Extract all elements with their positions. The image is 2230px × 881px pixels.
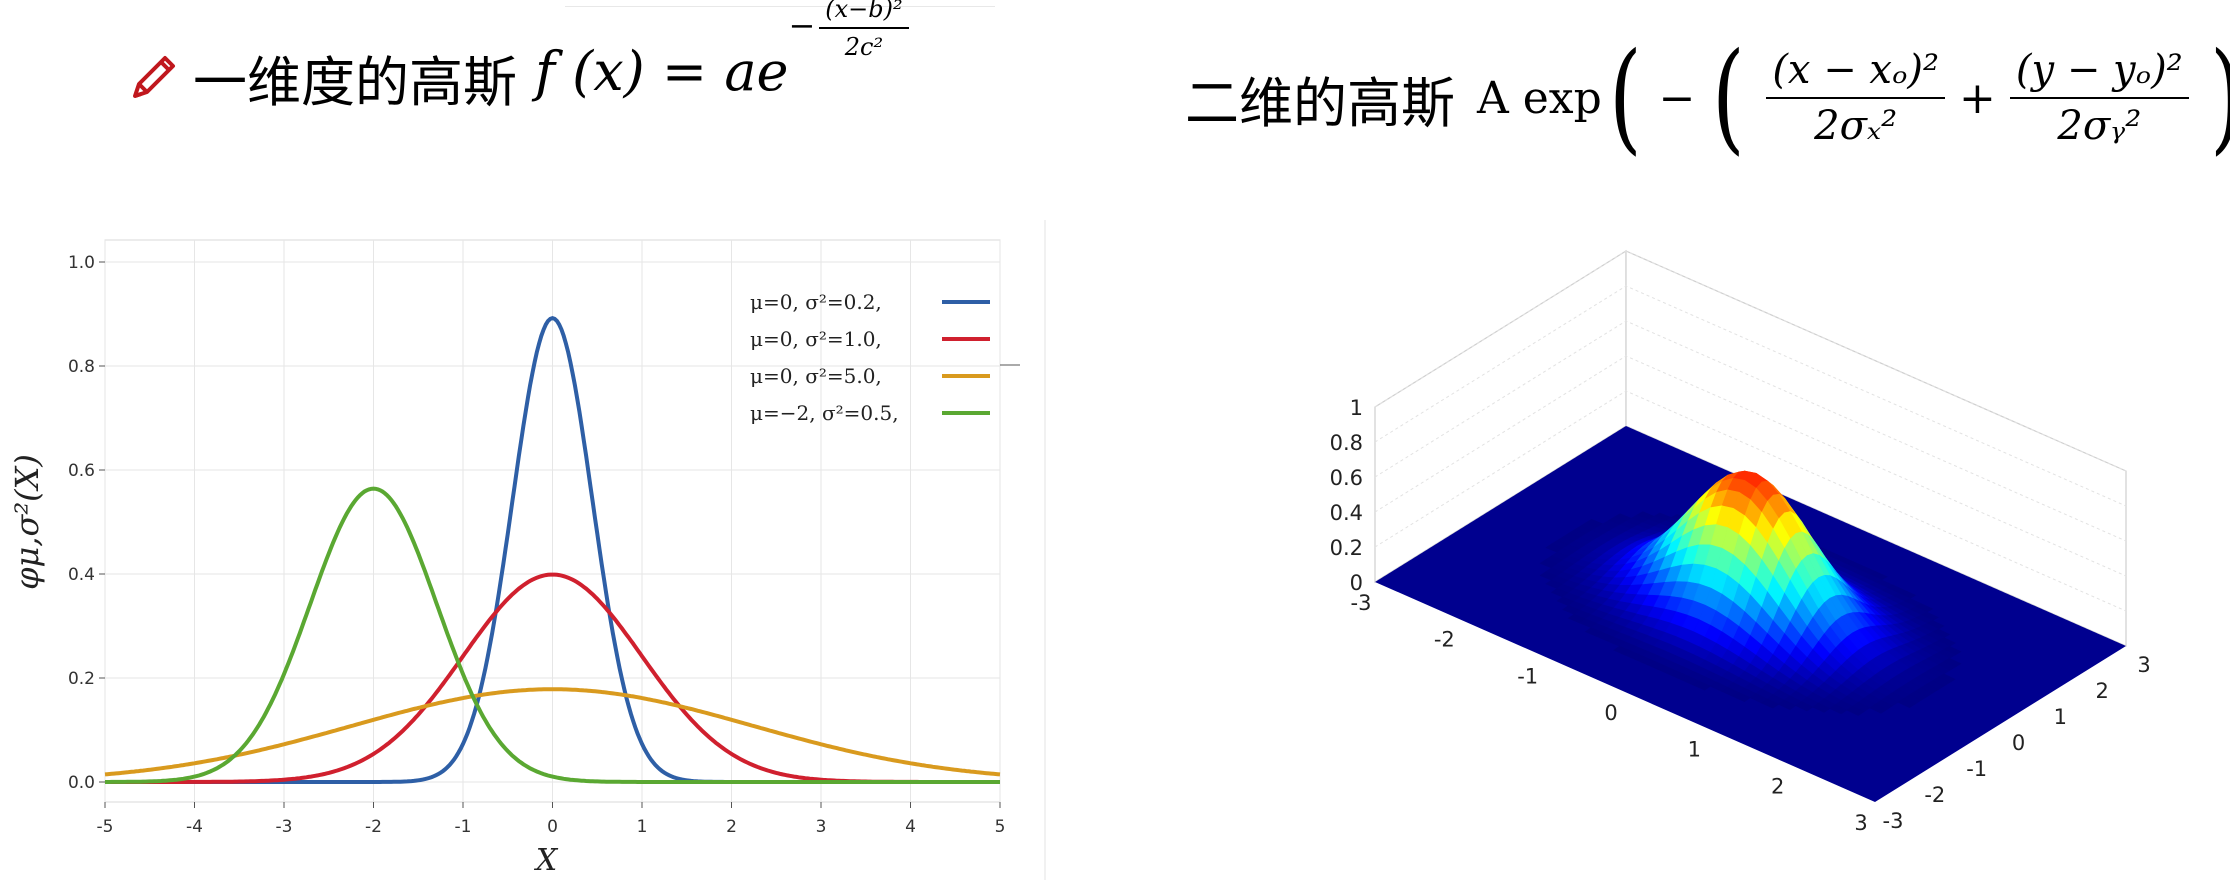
legend-label-1: μ=0, σ²=1.0, [750, 327, 882, 351]
term1-numerator: (x − xₒ)² [1766, 47, 1946, 99]
z-gridline [1374, 250, 2127, 472]
header-2d-gaussian: 二维的高斯 A exp ( − ( (x − xₒ)² 2σₓ² + (y − … [1185, 38, 2230, 158]
header-1d-gaussian: 一维度的高斯 f (x) = ae− (x−b)² 2c² [125, 0, 913, 117]
x-tick-label: 1 [1688, 738, 1701, 762]
y-tick-label: -1 [1966, 757, 1987, 781]
z-tick-label: 0.2 [1330, 536, 1363, 560]
y-tick-label: 0 [2012, 731, 2025, 755]
surface-mesh [1539, 470, 1962, 716]
x-tick-label: -2 [1434, 628, 1455, 652]
title-2d: 二维的高斯 [1185, 71, 1455, 135]
term2-numerator: (y − yₒ)² [2009, 47, 2189, 99]
exponent-fraction: (x−b)² 2c² [819, 0, 909, 61]
header-divider [565, 6, 995, 7]
term1-fraction: (x − xₒ)² 2σₓ² [1766, 47, 1946, 149]
pencil-icon [133, 55, 175, 98]
z-tick-label: 1 [1350, 396, 1363, 420]
y-tick-label: 0.6 [68, 461, 95, 481]
surface-cell [1812, 702, 1831, 713]
z-tick-label: 0.8 [1330, 431, 1363, 455]
z-gridline [1374, 355, 2127, 577]
x-tick-label: 0 [1604, 701, 1617, 725]
open-paren-inner: ( [1712, 28, 1746, 167]
x-tick-label: 5 [995, 817, 1006, 837]
formula-1d-exponent: − (x−b)² 2c² [788, 0, 912, 61]
y-tick-label: 2 [2095, 679, 2108, 703]
surface-cell [1869, 703, 1888, 714]
term1-denominator: 2σₓ² [1814, 103, 1898, 149]
z-tick-label: 0.4 [1330, 501, 1363, 525]
series-line-3 [105, 486, 1000, 784]
x-tick-label: 4 [905, 817, 916, 837]
surface-cell [1846, 705, 1865, 716]
term2-fraction: (y − yₒ)² 2σᵧ² [2009, 47, 2189, 149]
z-gridline [1374, 390, 2127, 612]
gaussian-2d-surface-chart: 0 0.2 0.4 0.6 0.8 1 -3 -2 -1 0 1 2 3 -3 -2 -1 0 1 2 3 [1330, 249, 2151, 835]
x-tick-label: -3 [1351, 591, 1372, 615]
y-tick-label: 0.4 [68, 565, 95, 585]
close-paren-inner: ) [2210, 38, 2230, 158]
x-axis-label: X [534, 843, 559, 878]
x-tick-label: -2 [365, 817, 382, 837]
series-line-2 [104, 687, 1001, 777]
formula-2d: A exp ( − ( (x − xₒ)² 2σₓ² + (y − yₒ)² 2… [1477, 38, 2230, 158]
legend-label-0: μ=0, σ²=0.2, [750, 290, 882, 314]
z-tick-label: 0.6 [1330, 466, 1363, 490]
legend-label-2: μ=0, σ²=5.0, [750, 364, 882, 388]
x-tick-label: 1 [637, 817, 648, 837]
x-tick-label: 2 [1771, 774, 1784, 798]
x-tick-label: -4 [186, 817, 203, 837]
x-tick-label: 3 [1854, 811, 1867, 835]
y-tick-label: 0.8 [68, 357, 95, 377]
exponent-numerator: (x−b)² [819, 0, 909, 29]
x-tick-label: -1 [455, 817, 472, 837]
formula-2d-prefix: A exp [1477, 72, 1602, 124]
open-paren-outer: ( [1608, 28, 1642, 167]
z-gridline [1374, 285, 2127, 507]
y-tick-label: -2 [1924, 783, 1945, 807]
x-tick-label: 2 [726, 817, 737, 837]
z-tick-label: 0 [1350, 571, 1363, 595]
formula-2d-minus: − [1658, 72, 1696, 124]
x-tick-label: 0 [547, 817, 558, 837]
legend-label-3: μ=−2, σ²=0.5, [750, 401, 899, 425]
surface-cell [1760, 698, 1780, 709]
y-axis-label: φμ,σ²(X) [8, 454, 46, 590]
formula-2d-plus: + [1959, 72, 1996, 124]
title-1d: 一维度的高斯 [193, 51, 517, 114]
x-tick-label: -5 [97, 817, 114, 837]
z-gridline [1374, 320, 2127, 542]
y-tick-label: 1.0 [68, 253, 95, 273]
y-tick-label: -3 [1883, 809, 1904, 833]
exponent-sign: − [788, 6, 816, 45]
y-tick-label: 3 [2137, 653, 2150, 677]
y-tick-label: 1 [2054, 705, 2067, 729]
x-tick-label: 3 [816, 817, 827, 837]
x-tick-label: -1 [1517, 664, 1538, 688]
y-tick-label: 0.2 [68, 669, 95, 689]
x-tick-label: -3 [276, 817, 293, 837]
surface-cell [1897, 698, 1916, 709]
y-tick-label: 0.0 [68, 773, 95, 793]
term2-denominator: 2σᵧ² [2057, 103, 2142, 149]
formula-1d-lhs: f (x) = ae [535, 40, 789, 104]
formula-1d: f (x) = ae− (x−b)² 2c² [535, 0, 913, 115]
exponent-denominator: 2c² [844, 32, 884, 61]
gaussian-1d-line-chart: -5 -4 -3 -2 -1 0 1 2 3 4 5 0.0 0.2 0.4 0.6 0.8 1.0 Xφμ,σ²… [8, 220, 1046, 880]
